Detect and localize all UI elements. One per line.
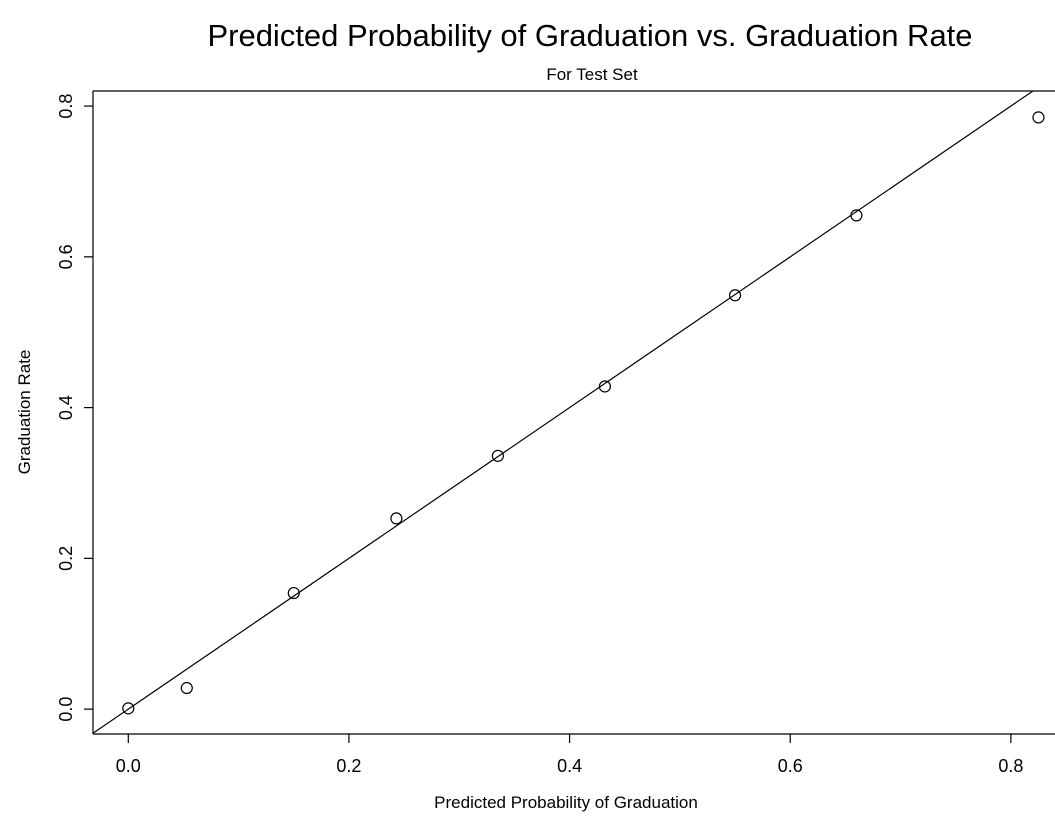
y-tick-label: 0.4 (56, 395, 76, 420)
data-point (180, 681, 193, 695)
data-point (122, 702, 135, 715)
y-axis: 0.0 0.2 0.4 0.6 0.8 (56, 94, 93, 722)
x-axis-label: Predicted Probability of Graduation (434, 793, 698, 812)
data-point (491, 449, 504, 462)
data-point (1032, 111, 1045, 124)
reference-line (92, 90, 1034, 734)
x-tick-label: 0.8 (998, 756, 1023, 776)
x-tick-label: 0.6 (778, 756, 803, 776)
data-point (287, 586, 300, 600)
y-tick-label: 0.6 (56, 244, 76, 269)
chart-subtitle: For Test Set (546, 65, 638, 84)
x-axis: 0.0 0.2 0.4 0.6 0.8 (116, 734, 1023, 776)
y-tick-label: 0.8 (56, 94, 76, 119)
data-point (598, 380, 611, 393)
y-tick-label: 0.2 (56, 546, 76, 571)
y-axis-label: Graduation Rate (15, 350, 34, 475)
x-tick-label: 0.2 (336, 756, 361, 776)
y-tick-label: 0.0 (56, 697, 76, 722)
data-points (122, 111, 1045, 715)
reference-line-group (92, 90, 1034, 734)
data-point (850, 209, 863, 222)
x-tick-label: 0.4 (557, 756, 582, 776)
data-point (390, 512, 403, 525)
x-tick-label: 0.0 (116, 756, 141, 776)
data-point (728, 289, 742, 302)
chart-title: Predicted Probability of Graduation vs. … (207, 18, 972, 53)
plot-area (92, 90, 1055, 735)
